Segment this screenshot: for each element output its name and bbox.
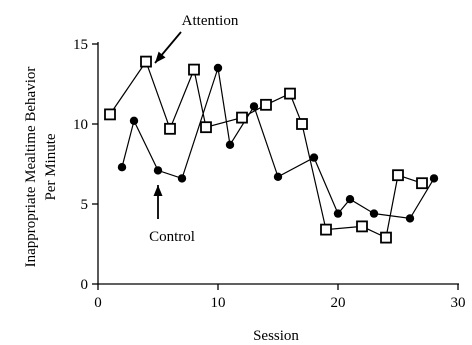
attention-point: [320, 223, 332, 236]
series-markers: [104, 55, 439, 244]
attention-point: [296, 118, 308, 130]
control-point: [309, 153, 319, 162]
attention-point: [200, 121, 212, 134]
control-series-line: [121, 67, 435, 220]
y-tick-label: 15: [73, 37, 88, 53]
control-point: [177, 174, 187, 183]
x-axis-title: Session: [253, 328, 299, 344]
control-point: [273, 172, 283, 181]
control-point: [249, 102, 259, 111]
y-tick-label: 5: [81, 197, 89, 213]
control-point: [225, 140, 235, 149]
y-axis-title-line-1: Inappropriate Mealtime Behavior: [23, 67, 39, 268]
control-point: [153, 166, 163, 175]
x-tick-label: 20: [331, 295, 346, 311]
x-tick-label: 10: [211, 295, 226, 311]
control-point: [405, 214, 415, 223]
control-point: [429, 174, 439, 183]
x-tick-label: 0: [94, 295, 102, 311]
y-axis-title: Inappropriate Mealtime Behavior Per Minu…: [23, 67, 59, 268]
attention-point: [356, 220, 368, 233]
attention-annotation-label: Attention: [182, 13, 239, 29]
plot-area: 0 10 20 30 0 5 10 15 Attention Control: [73, 13, 466, 311]
y-axis-title-line-2: Per Minute: [43, 133, 59, 200]
control-point: [333, 209, 343, 218]
control-point: [117, 163, 127, 172]
attention-point: [236, 111, 248, 124]
attention-point: [188, 63, 200, 76]
y-ticks: 0 5 10 15: [73, 37, 98, 293]
attention-point: [416, 177, 428, 190]
control-point: [369, 209, 379, 218]
attention-point: [260, 98, 272, 111]
attention-arrow-head: [155, 51, 166, 63]
y-tick-label: 0: [81, 277, 89, 293]
control-point: [345, 195, 355, 204]
control-point: [213, 63, 223, 73]
control-annotation-label: Control: [149, 229, 195, 245]
attention-point: [140, 55, 152, 68]
attention-point: [104, 108, 116, 121]
x-tick-label: 30: [451, 295, 466, 311]
attention-point: [380, 231, 392, 244]
attention-point: [284, 87, 296, 100]
x-ticks: 0 10 20 30: [94, 284, 466, 311]
control-arrow-head: [153, 185, 163, 196]
attention-point: [392, 169, 404, 182]
control-point: [129, 116, 139, 126]
y-tick-label: 10: [73, 117, 88, 133]
annotations: Attention Control: [149, 13, 239, 245]
attention-point: [164, 122, 176, 135]
